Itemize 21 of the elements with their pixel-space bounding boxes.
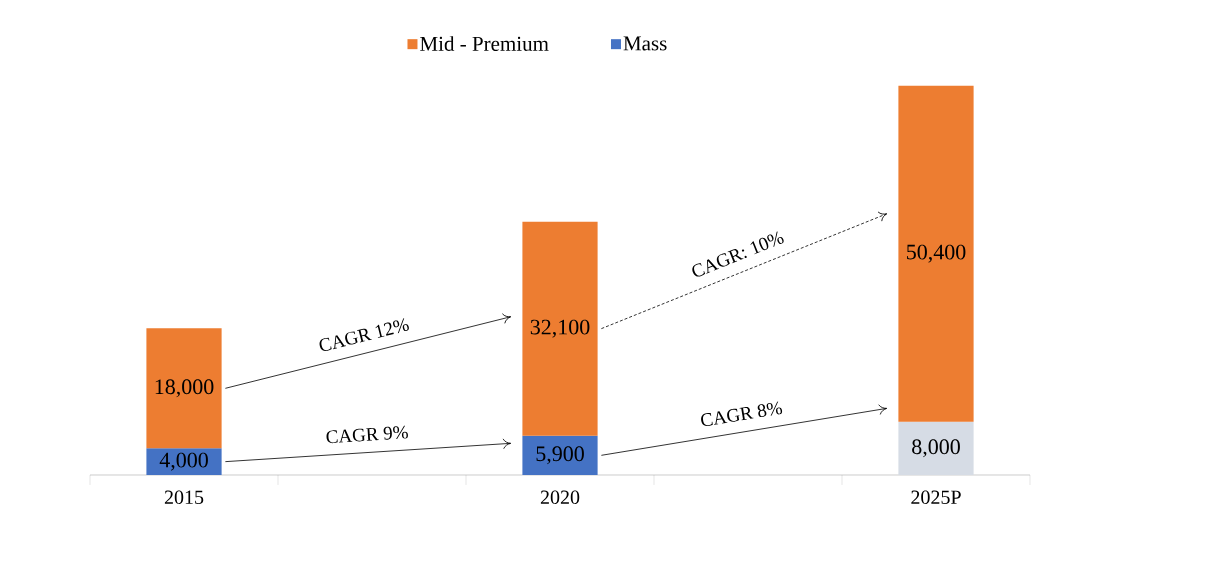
data-label: 4,000 [159, 452, 208, 471]
bar [898, 85, 974, 422]
bar [146, 448, 222, 475]
legend-label: Mid - Premium [420, 36, 549, 51]
data-label: 32,100 [530, 319, 590, 338]
bar [146, 328, 222, 449]
annotation: CAGR 12% [319, 318, 409, 352]
x-tick-label: 2015 [164, 490, 204, 505]
annotation: CAGR 8% [701, 401, 783, 427]
x-tick-label: 2025P [911, 490, 961, 505]
data-label: 50,400 [907, 244, 966, 263]
bar [522, 221, 598, 436]
x-tick-label: 2020 [540, 490, 580, 505]
data-label: 18,000 [155, 379, 214, 398]
annotation: CAGR: 10% [692, 231, 784, 277]
bar [522, 435, 598, 475]
data-label: 8,000 [912, 439, 960, 458]
data-label: 5,900 [536, 446, 584, 465]
legend-label: Mass [623, 36, 667, 51]
bar [898, 421, 974, 475]
annotation: CAGR 9% [326, 425, 408, 444]
